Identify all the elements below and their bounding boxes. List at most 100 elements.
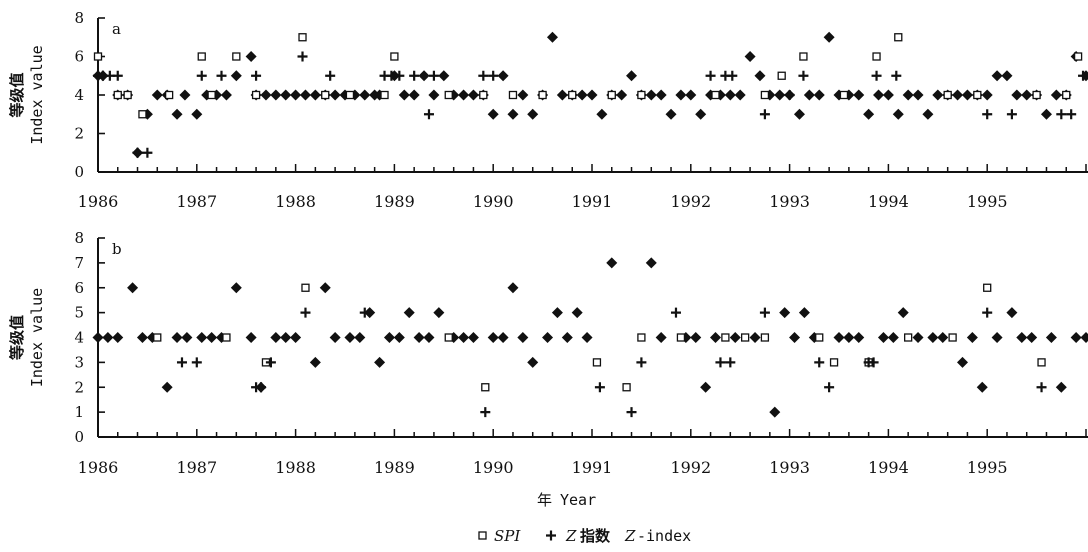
point-diamond xyxy=(428,90,439,101)
point-diamond xyxy=(883,90,894,101)
x-axis-title: Year xyxy=(560,491,596,509)
point-diamond xyxy=(404,307,415,318)
point-diamond xyxy=(384,332,395,343)
point-diamond xyxy=(1016,332,1027,343)
point-diamond xyxy=(962,90,973,101)
point-diamond xyxy=(725,90,736,101)
point-diamond xyxy=(695,109,706,120)
point-diamond xyxy=(419,70,430,81)
point-diamond xyxy=(374,357,385,368)
point-diamond xyxy=(853,90,864,101)
x-tick-label: 1991 xyxy=(572,458,613,477)
point-diamond xyxy=(572,307,583,318)
x-tick-label: 1988 xyxy=(275,458,316,477)
point-z-index xyxy=(409,71,419,81)
legend-z-prefix: Z xyxy=(565,527,577,545)
point-diamond xyxy=(1021,90,1032,101)
point-diamond xyxy=(824,32,835,43)
y-tick-label: 8 xyxy=(74,229,84,247)
y-tick-label: 4 xyxy=(74,86,84,104)
point-diamond xyxy=(730,332,741,343)
point-diamond xyxy=(745,51,756,62)
x-tick-label: 1991 xyxy=(572,192,613,211)
legend-z-cn: 指数 xyxy=(580,527,611,545)
point-diamond xyxy=(191,109,202,120)
legend-spi-label: SPI xyxy=(494,527,521,545)
point-z-index xyxy=(1037,382,1047,392)
point-spi xyxy=(302,284,309,291)
point-diamond xyxy=(952,90,963,101)
point-diamond xyxy=(932,90,943,101)
point-diamond xyxy=(310,357,321,368)
point-diamond xyxy=(937,332,948,343)
point-diamond xyxy=(1001,70,1012,81)
point-diamond xyxy=(112,332,123,343)
legend-z-marker xyxy=(546,531,556,541)
x-tick-label: 1986 xyxy=(78,458,119,477)
point-diamond xyxy=(710,332,721,343)
y-tick-label: 2 xyxy=(74,125,84,143)
point-diamond xyxy=(853,332,864,343)
point-diamond xyxy=(834,332,845,343)
point-diamond xyxy=(172,332,183,343)
point-diamond xyxy=(280,332,291,343)
x-tick-label: 1993 xyxy=(769,458,810,477)
point-diamond xyxy=(774,90,785,101)
point-diamond xyxy=(206,332,217,343)
point-z-index xyxy=(636,357,646,367)
point-diamond xyxy=(354,332,365,343)
point-spi xyxy=(253,92,260,99)
point-diamond xyxy=(458,332,469,343)
point-diamond xyxy=(507,109,518,120)
point-diamond xyxy=(468,332,479,343)
point-z-index xyxy=(325,71,335,81)
point-spi xyxy=(1038,359,1045,366)
point-diamond xyxy=(414,332,425,343)
point-spi xyxy=(974,92,981,99)
point-diamond xyxy=(814,90,825,101)
point-diamond xyxy=(488,109,499,120)
point-z-index xyxy=(627,407,637,417)
point-spi xyxy=(139,111,146,118)
point-diamond xyxy=(1046,332,1057,343)
x-tick-label: 1989 xyxy=(374,192,415,211)
point-diamond xyxy=(982,90,993,101)
point-diamond xyxy=(656,90,667,101)
point-diamond xyxy=(423,332,434,343)
point-diamond xyxy=(799,307,810,318)
point-diamond xyxy=(587,90,598,101)
point-diamond xyxy=(1056,382,1067,393)
point-z-index xyxy=(298,52,308,62)
y-tick-label: 8 xyxy=(74,9,84,27)
point-spi xyxy=(722,334,729,341)
point-diamond xyxy=(246,51,257,62)
y-tick-label: 4 xyxy=(74,329,84,347)
point-diamond xyxy=(789,332,800,343)
point-diamond xyxy=(794,109,805,120)
point-z-index xyxy=(177,357,187,367)
point-diamond xyxy=(162,382,173,393)
point-diamond xyxy=(878,332,889,343)
point-diamond xyxy=(330,90,341,101)
point-diamond xyxy=(399,90,410,101)
point-diamond xyxy=(196,332,207,343)
point-diamond xyxy=(1011,90,1022,101)
point-diamond xyxy=(769,407,780,418)
y-tick-label: 3 xyxy=(74,353,84,371)
point-spi xyxy=(593,359,600,366)
point-spi xyxy=(114,92,121,99)
point-z-index xyxy=(671,308,681,318)
point-diamond xyxy=(1041,109,1052,120)
point-diamond xyxy=(656,332,667,343)
point-diamond xyxy=(152,90,163,101)
point-spi xyxy=(761,92,768,99)
point-spi xyxy=(638,334,645,341)
point-diamond xyxy=(888,332,899,343)
point-diamond xyxy=(320,282,331,293)
point-diamond xyxy=(1026,332,1037,343)
point-z-index xyxy=(1056,109,1066,119)
legend: SPI Z 指数 Z -index xyxy=(479,527,691,545)
